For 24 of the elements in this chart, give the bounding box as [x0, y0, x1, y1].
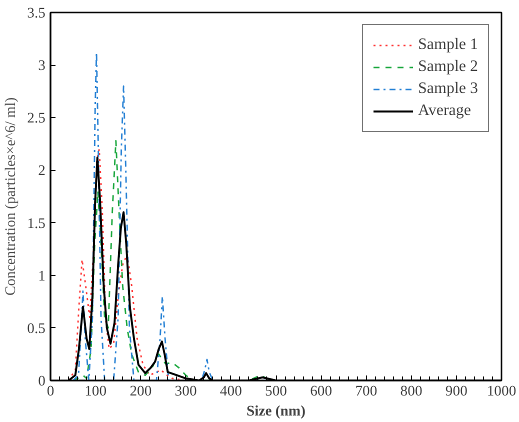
x-tick-label: 300 [174, 384, 197, 400]
x-tick-label: 700 [355, 384, 378, 400]
x-tick-label: 1000 [486, 384, 516, 400]
x-tick-label: 500 [265, 384, 287, 400]
y-tick-label: 3.5 [27, 6, 46, 22]
y-tick-label: 0.5 [27, 320, 46, 337]
x-tick-label: 900 [445, 384, 468, 400]
y-tick-label: 0 [38, 374, 46, 390]
legend-label: Average [418, 102, 471, 120]
y-tick-label: 1.5 [27, 216, 46, 232]
y-tick-label: 2.5 [27, 110, 46, 127]
x-tick-label: 600 [310, 384, 332, 400]
legend-label: Sample 3 [418, 80, 478, 98]
x-tick-label: 200 [130, 384, 152, 400]
y-tick-label: 2 [38, 163, 46, 180]
x-tick-label: 100 [84, 384, 107, 400]
y-tick-label: 3 [38, 58, 46, 74]
y-axis-title: Concentration (particles×e^6/ ml) [3, 97, 20, 296]
legend-label: Sample 1 [418, 36, 478, 54]
y-tick-label: 1 [38, 268, 46, 284]
x-tick-label: 800 [400, 384, 422, 400]
x-tick-label: 400 [220, 384, 242, 400]
x-axis-title: Size (nm) [246, 404, 306, 420]
legend-label: Sample 2 [418, 58, 478, 76]
